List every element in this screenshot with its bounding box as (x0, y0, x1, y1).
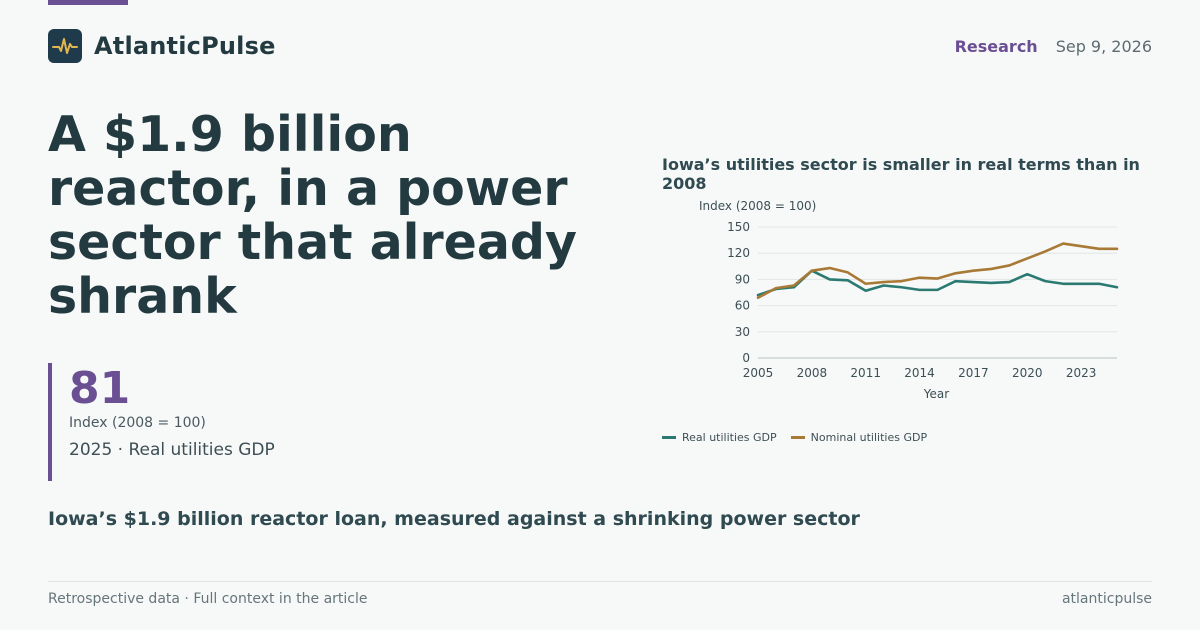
kpi-unit: Index (2008 = 100) (69, 415, 206, 431)
footer-divider (48, 581, 1152, 582)
y-tick-label: 120 (727, 246, 750, 260)
footer: Retrospective data · Full context in the… (48, 591, 1152, 607)
x-tick-label: 2020 (1012, 366, 1043, 380)
subheadline: Iowa’s $1.9 billion reactor loan, measur… (48, 508, 860, 530)
y-tick-label: 60 (735, 299, 750, 313)
section-link[interactable]: Research (954, 36, 1038, 56)
y-tick-label: 150 (727, 220, 750, 234)
legend-swatch (662, 436, 676, 439)
kpi-callout: 81 Index (2008 = 100) 2025 · Real utilit… (48, 363, 448, 481)
chart-title: Iowa’s utilities sector is smaller in re… (662, 155, 1140, 193)
legend-label: Nominal utilities GDP (810, 431, 928, 444)
brand[interactable]: AtlanticPulse (48, 29, 276, 63)
chart-legend: Real utilities GDP Nominal utilities GDP (662, 431, 927, 444)
kpi-caption: 2025 · Real utilities GDP (69, 440, 275, 460)
y-tick-label: 30 (735, 325, 750, 339)
y-axis-label: Index (2008 = 100) (699, 199, 816, 213)
x-tick-label: 2023 (1066, 366, 1097, 380)
x-tick-label: 2014 (904, 366, 935, 380)
x-tick-label: 2005 (743, 366, 774, 380)
y-tick-label: 0 (742, 351, 750, 365)
x-tick-label: 2017 (958, 366, 989, 380)
line-chart: Index (2008 = 100) 0 30 60 90 120 150 2005 2008 2… (699, 199, 1119, 401)
series-line-nominal (756, 242, 1119, 300)
legend-swatch (790, 436, 805, 439)
legend-item: Nominal utilities GDP (790, 431, 928, 444)
footer-note: Retrospective data · Full context in the… (48, 591, 368, 607)
headline: A $1.9 billion reactor, in a power secto… (48, 106, 577, 325)
pulse-icon (48, 29, 82, 63)
header-meta: Research Sep 9, 2026 (955, 37, 1152, 56)
legend-item: Real utilities GDP (662, 431, 777, 444)
publish-date: Sep 9, 2026 (1055, 36, 1152, 56)
chart: Iowa’s utilities sector is smaller in re… (662, 155, 1152, 444)
header: AtlanticPulse Research Sep 9, 2026 (48, 28, 1152, 64)
legend-label: Real utilities GDP (682, 431, 777, 444)
brand-name: AtlanticPulse (94, 32, 276, 60)
x-tick-label: 2011 (850, 366, 881, 380)
x-axis-label: Year (923, 387, 949, 401)
kpi-value: 81 (69, 363, 131, 414)
x-tick-label: 2008 (797, 366, 828, 380)
top-accent-bar (48, 0, 128, 5)
series-line-real (756, 269, 1119, 297)
y-tick-label: 90 (735, 272, 750, 286)
footer-site[interactable]: atlanticpulse (1061, 591, 1152, 607)
